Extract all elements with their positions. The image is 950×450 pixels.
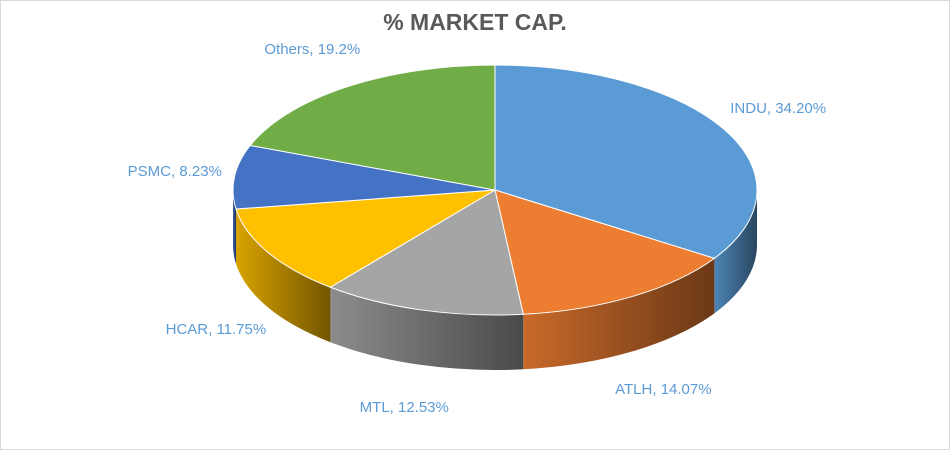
slice-side	[330, 287, 524, 371]
data-label: HCAR, 11.75%	[166, 321, 267, 338]
data-label: ATLH, 14.07%	[615, 381, 711, 398]
slice-side	[714, 190, 757, 314]
data-labels: INDU, 34.20% ATLH, 14.07% MTL, 12.53% HCAR,…	[128, 41, 826, 416]
data-label: PSMC, 8.23%	[128, 163, 222, 180]
data-label: INDU, 34.20%	[730, 100, 826, 117]
slice-side	[233, 190, 237, 265]
slice	[235, 189, 496, 288]
slice-side	[523, 258, 715, 370]
slice	[329, 189, 524, 316]
slice	[494, 189, 716, 315]
data-label: Others, 19.2%	[264, 41, 360, 58]
pie-tops	[232, 64, 758, 316]
slice	[232, 144, 496, 210]
pie-sides	[233, 190, 757, 371]
slice-side	[236, 209, 331, 343]
chart-title: % MARKET CAP.	[383, 9, 567, 35]
slice	[249, 64, 496, 191]
data-label: MTL, 12.53%	[360, 399, 449, 416]
